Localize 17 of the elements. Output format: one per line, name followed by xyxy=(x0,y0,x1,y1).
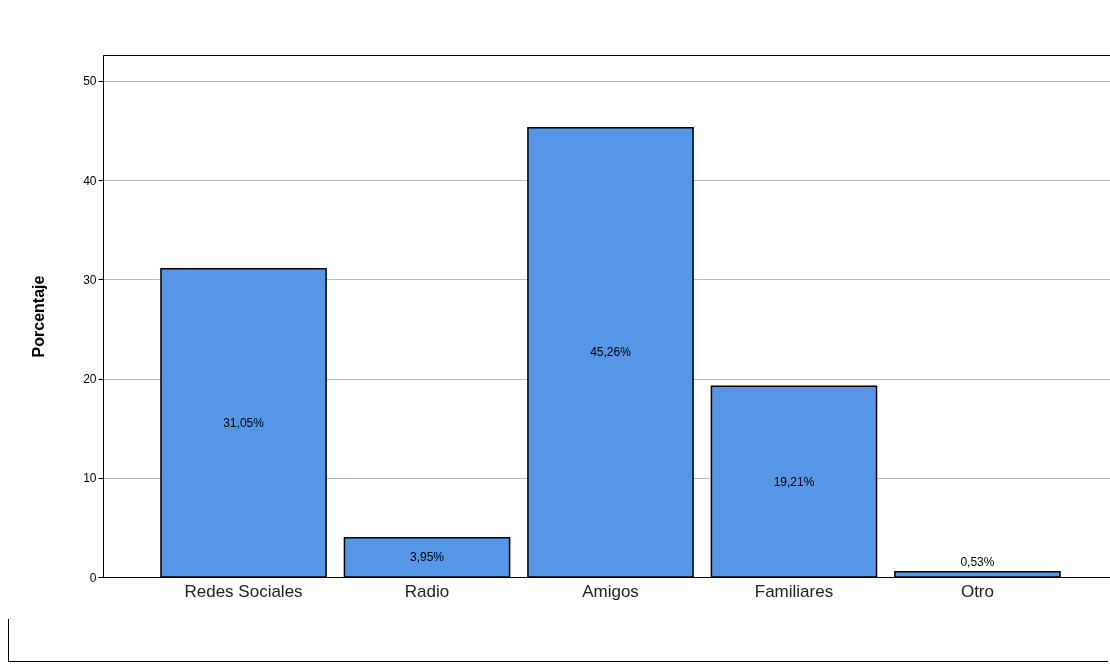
y-tick-label: 10 xyxy=(83,471,97,486)
data-label: 0,53% xyxy=(960,554,995,569)
y-tick-label: 20 xyxy=(83,372,97,387)
data-label: 19,21% xyxy=(773,474,815,489)
x-tick-label: Familiares xyxy=(754,581,834,601)
y-axis-title: Porcentaje xyxy=(30,275,48,358)
x-tick-label: Radio xyxy=(404,581,450,601)
x-tick-label: Otro xyxy=(960,581,994,601)
x-tick-label: Redes Sociales xyxy=(184,581,303,601)
y-tick-label: 0 xyxy=(89,570,97,585)
data-label: 3,95% xyxy=(410,550,445,565)
y-tick-label: 50 xyxy=(83,74,97,89)
data-label: 45,26% xyxy=(590,345,632,360)
data-label: 31,05% xyxy=(223,415,265,430)
y-tick-label: 30 xyxy=(83,272,97,287)
x-tick-label: Amigos xyxy=(582,581,639,601)
y-tick-label: 40 xyxy=(83,173,97,188)
